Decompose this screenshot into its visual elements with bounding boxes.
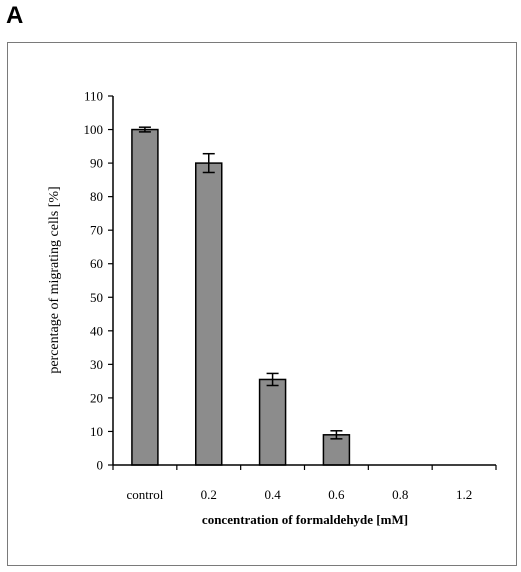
- bar: [195, 162, 223, 466]
- y-tick-label: 30: [90, 357, 103, 372]
- y-tick-label: 50: [90, 290, 103, 305]
- y-axis-title: percentage of migrating cells [%]: [47, 186, 62, 373]
- bars-group: [131, 128, 351, 466]
- chart-frame: [7, 42, 517, 566]
- y-tick-label: 60: [90, 256, 103, 271]
- x-tick-label: 0.8: [392, 487, 408, 502]
- y-tick-label: 40: [90, 323, 103, 338]
- y-tick-label: 80: [90, 189, 103, 204]
- x-tick-label: 0.2: [201, 487, 217, 502]
- y-tick-label: 70: [90, 223, 103, 238]
- bar: [131, 128, 159, 466]
- y-tick-label: 110: [84, 89, 103, 104]
- x-axis-title: concentration of formaldehyde [mM]: [202, 512, 408, 527]
- y-tick-label: 10: [90, 424, 103, 439]
- x-tick-label: 0.6: [328, 487, 345, 502]
- bar: [258, 378, 287, 466]
- bar: [322, 434, 351, 466]
- x-tick-label: control: [127, 487, 164, 502]
- y-tick-label: 90: [90, 156, 103, 171]
- y-axis: 0 10 20 30 40 50 60 70 80 90 100 110: [84, 89, 114, 473]
- y-tick-label: 0: [97, 458, 104, 473]
- error-bars-group: [138, 126, 343, 440]
- y-tick-label: 100: [84, 122, 104, 137]
- x-tick-label: 1.2: [456, 487, 472, 502]
- panel-label: A: [6, 2, 24, 29]
- x-tick-label: 0.4: [264, 487, 281, 502]
- x-axis: control 0.2 0.4 0.6 0.8 1.2: [112, 464, 497, 502]
- y-tick-label: 20: [90, 390, 103, 405]
